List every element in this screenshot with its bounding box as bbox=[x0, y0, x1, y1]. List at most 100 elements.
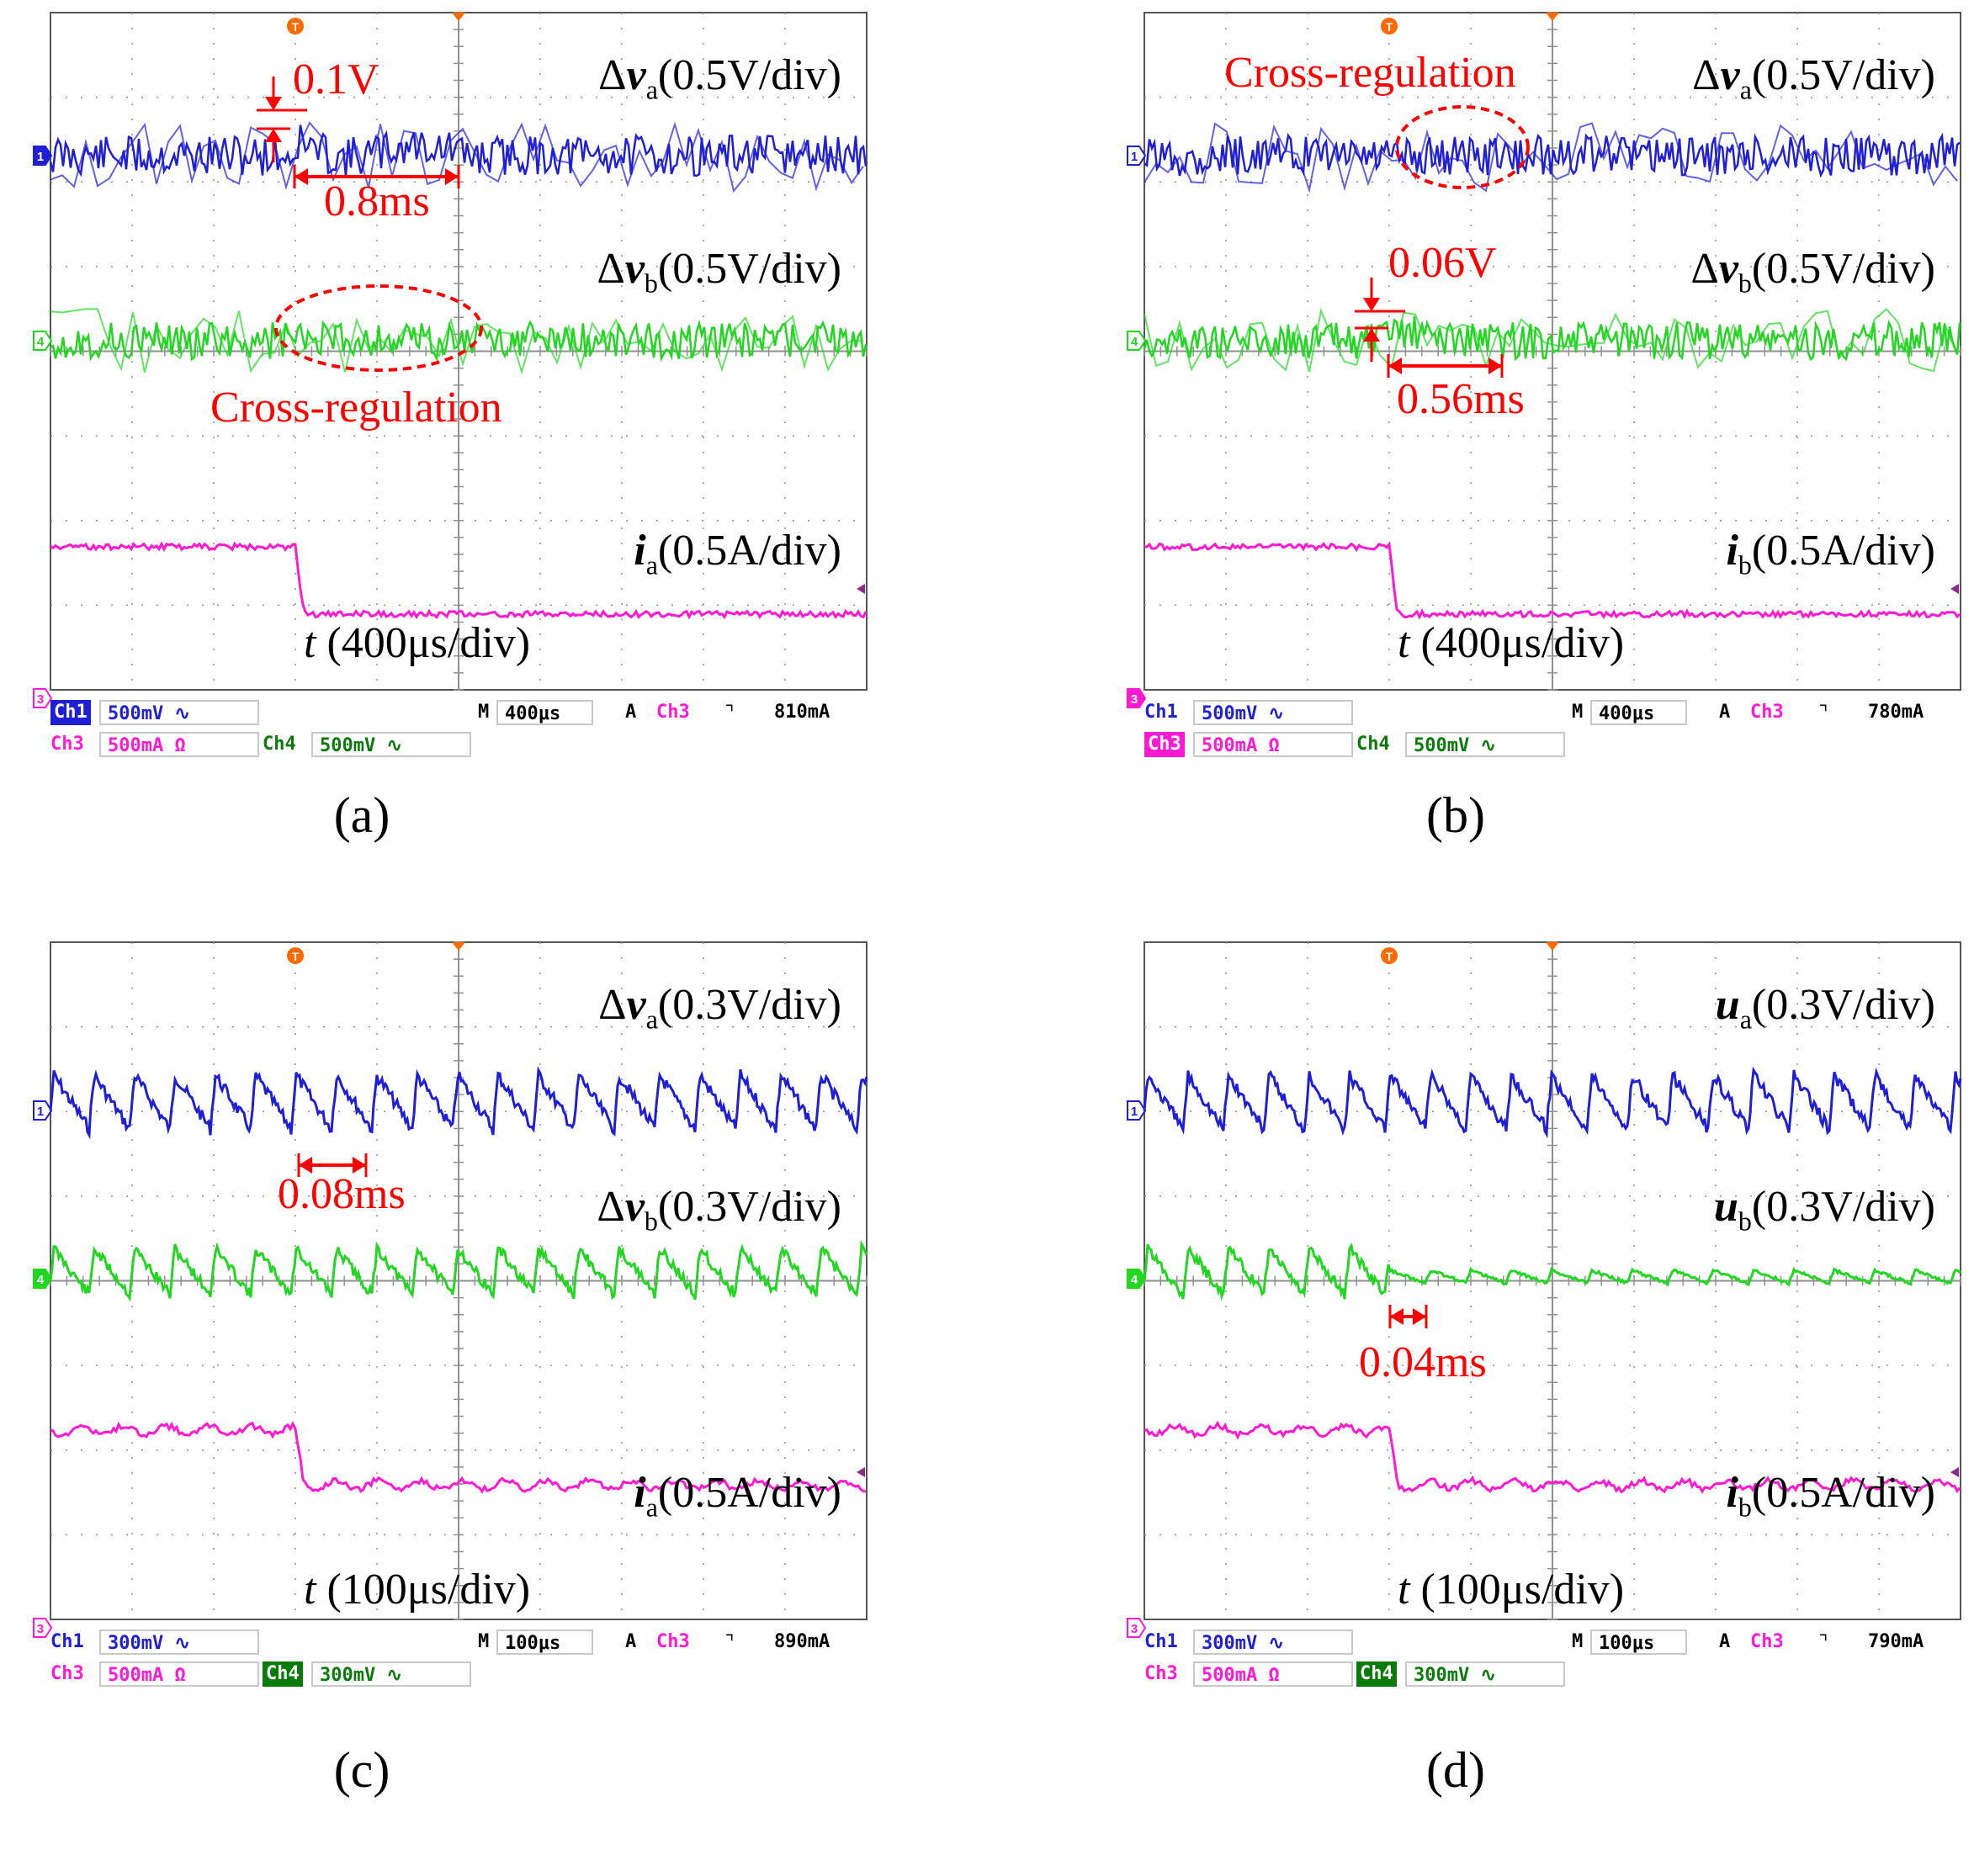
cross-regulation-ellipse bbox=[274, 284, 483, 372]
label-symbol: u bbox=[1715, 981, 1740, 1029]
svg-text:1: 1 bbox=[1131, 1105, 1138, 1119]
channel-marker-4[interactable]: 4 bbox=[33, 331, 53, 351]
channel-marker-3[interactable]: 3 bbox=[1127, 688, 1147, 708]
trigger-channel: Ch3 bbox=[656, 1631, 690, 1652]
ch3-scale-box[interactable]: 500mA Ω bbox=[1193, 1661, 1353, 1687]
status-bar: Ch1 500mV ∿ M 400μs A Ch3 ⌝ 810mA Ch3 500mA Ω Ch4 5… bbox=[50, 700, 900, 759]
trace-label-trace1: Δva(0.5V/div) bbox=[598, 50, 841, 105]
annotation-duration: 0.56ms bbox=[1397, 375, 1525, 423]
trigger-mode: A bbox=[625, 1631, 637, 1652]
time-scale: (400μs/div) bbox=[316, 619, 531, 667]
trace-ch4 bbox=[1143, 1243, 1961, 1301]
ch1-scale-box[interactable]: 500mV ∿ bbox=[1193, 700, 1353, 725]
trace-ch4-spikes bbox=[1144, 307, 1958, 373]
trigger-glyph: T bbox=[292, 950, 300, 963]
timebase-box[interactable]: 100μs bbox=[496, 1630, 593, 1655]
channel-marker-4[interactable]: 4 bbox=[1127, 1269, 1147, 1289]
svg-text:3: 3 bbox=[1131, 1622, 1138, 1636]
time-scale: (400μs/div) bbox=[1409, 619, 1625, 667]
svg-text:1: 1 bbox=[37, 150, 44, 164]
ch3-name: Ch3 bbox=[50, 734, 84, 755]
scope-a: T 1 4 3 bbox=[33, 12, 868, 708]
panel-caption: (a) bbox=[333, 787, 390, 843]
time-label: t (400μs/div) bbox=[304, 618, 530, 668]
timebase-box[interactable]: 100μs bbox=[1590, 1630, 1687, 1655]
trace-ch1 bbox=[49, 125, 868, 178]
timebase-prefix: M bbox=[478, 1631, 490, 1652]
ch4-scale-box[interactable]: 500mV ∿ bbox=[311, 732, 471, 757]
label-subscript: a bbox=[1739, 74, 1752, 105]
channel-marker-3[interactable]: 3 bbox=[33, 1618, 53, 1638]
trigger-mode: A bbox=[1719, 1631, 1731, 1652]
label-scale: (0.5A/div) bbox=[1751, 527, 1935, 575]
annotation-duration: 0.08ms bbox=[278, 1170, 406, 1218]
label-subscript: a bbox=[645, 1004, 658, 1035]
trigger-level: 780mA bbox=[1868, 702, 1924, 723]
time-symbol: t bbox=[1398, 619, 1410, 667]
timebase-prefix: M bbox=[478, 702, 490, 723]
trace-label-trace3: ia(0.5A/div) bbox=[634, 526, 841, 580]
timebase-box[interactable]: 400μs bbox=[1590, 700, 1687, 725]
channel-marker-4[interactable]: 4 bbox=[33, 1269, 53, 1289]
trigger-glyph: T bbox=[292, 20, 300, 34]
ch3-scale-box[interactable]: 500mA Ω bbox=[99, 1661, 259, 1687]
trace-ch4 bbox=[49, 1239, 868, 1302]
ch1-scale-box[interactable]: 300mV ∿ bbox=[1193, 1630, 1353, 1655]
label-symbol: v bbox=[626, 981, 646, 1029]
time-symbol: t bbox=[1398, 1566, 1410, 1614]
panel-a: T 1 4 3 Δva(0.5V/div) Δvb(0.5V/div) ia(0.5A/di… bbox=[33, 12, 900, 770]
svg-text:3: 3 bbox=[1131, 692, 1138, 707]
channel-marker-4[interactable]: 4 bbox=[1127, 331, 1147, 351]
svg-text:4: 4 bbox=[37, 335, 45, 349]
channel-marker-1[interactable]: 1 bbox=[1127, 146, 1147, 166]
svg-text:1: 1 bbox=[1131, 150, 1138, 164]
label-symbol: v bbox=[626, 51, 646, 99]
trace-label-trace3: ib(0.5A/div) bbox=[1726, 526, 1935, 580]
center-marker bbox=[452, 942, 465, 951]
channel-marker-1[interactable]: 1 bbox=[1127, 1100, 1147, 1121]
channel-marker-1[interactable]: 1 bbox=[33, 1100, 53, 1121]
trace-ch4 bbox=[50, 319, 868, 363]
trigger-level: 890mA bbox=[774, 1631, 830, 1652]
ch4-scale-box[interactable]: 300mV ∿ bbox=[311, 1661, 471, 1687]
channel-marker-1[interactable]: 1 bbox=[33, 146, 53, 166]
label-scale: (0.5V/div) bbox=[1751, 245, 1935, 293]
trigger-mode: A bbox=[625, 702, 637, 723]
trigger-channel: Ch3 bbox=[1750, 702, 1784, 723]
ch3-scale-box[interactable]: 500mA Ω bbox=[99, 732, 259, 757]
label-scale: (0.3V/div) bbox=[657, 981, 841, 1029]
scope-c: T 1 4 3 bbox=[33, 941, 868, 1638]
label-symbol: i bbox=[1726, 1469, 1738, 1517]
label-prefix: Δ bbox=[1690, 245, 1719, 293]
ch3-name: Ch3 bbox=[1144, 1663, 1178, 1684]
timebase-prefix: M bbox=[1572, 702, 1584, 723]
channel-marker-3[interactable]: 3 bbox=[33, 688, 53, 708]
label-symbol: v bbox=[1720, 51, 1740, 99]
channel-marker-3[interactable]: 3 bbox=[1127, 1618, 1147, 1638]
trigger-edge-icon: ⌝ bbox=[724, 702, 735, 723]
center-marker bbox=[1546, 942, 1559, 951]
duration-marker bbox=[1388, 1305, 1428, 1328]
trace-label-trace3: ib(0.5A/div) bbox=[1726, 1468, 1935, 1523]
time-label: t (400μs/div) bbox=[1398, 618, 1624, 668]
status-bar: Ch1 300mV ∿ M 100μs A Ch3 ⌝ 790mA Ch3 500mA Ω Ch4 3… bbox=[1144, 1630, 1974, 1688]
ch4-scale-box[interactable]: 500mV ∿ bbox=[1405, 732, 1565, 757]
amplitude-marker bbox=[257, 77, 307, 162]
label-subscript: a bbox=[1739, 1004, 1752, 1035]
status-bar: Ch1 300mV ∿ M 100μs A Ch3 ⌝ 890mA Ch3 500mA Ω Ch4 3… bbox=[50, 1630, 900, 1688]
time-label: t (100μs/div) bbox=[1398, 1565, 1624, 1614]
timebase-box[interactable]: 400μs bbox=[496, 700, 593, 725]
annotation-duration: 0.8ms bbox=[324, 178, 430, 225]
level-arrow-icon bbox=[857, 1467, 865, 1477]
ch1-scale-box[interactable]: 500mV ∿ bbox=[99, 700, 259, 725]
trace-label-trace3: ia(0.5A/div) bbox=[634, 1468, 841, 1523]
svg-text:4: 4 bbox=[1131, 335, 1138, 349]
scope-d: T 1 4 3 bbox=[1127, 941, 1962, 1638]
trigger-level: 790mA bbox=[1868, 1631, 1924, 1652]
ch1-scale-box[interactable]: 300mV ∿ bbox=[99, 1630, 259, 1655]
ch4-scale-box[interactable]: 300mV ∿ bbox=[1405, 1661, 1565, 1687]
scope-b: T 1 4 3 bbox=[1127, 12, 1961, 708]
ch3-scale-box[interactable]: 500mA Ω bbox=[1193, 732, 1353, 757]
label-scale: (0.5A/div) bbox=[657, 527, 841, 575]
label-prefix: Δ bbox=[597, 245, 625, 293]
